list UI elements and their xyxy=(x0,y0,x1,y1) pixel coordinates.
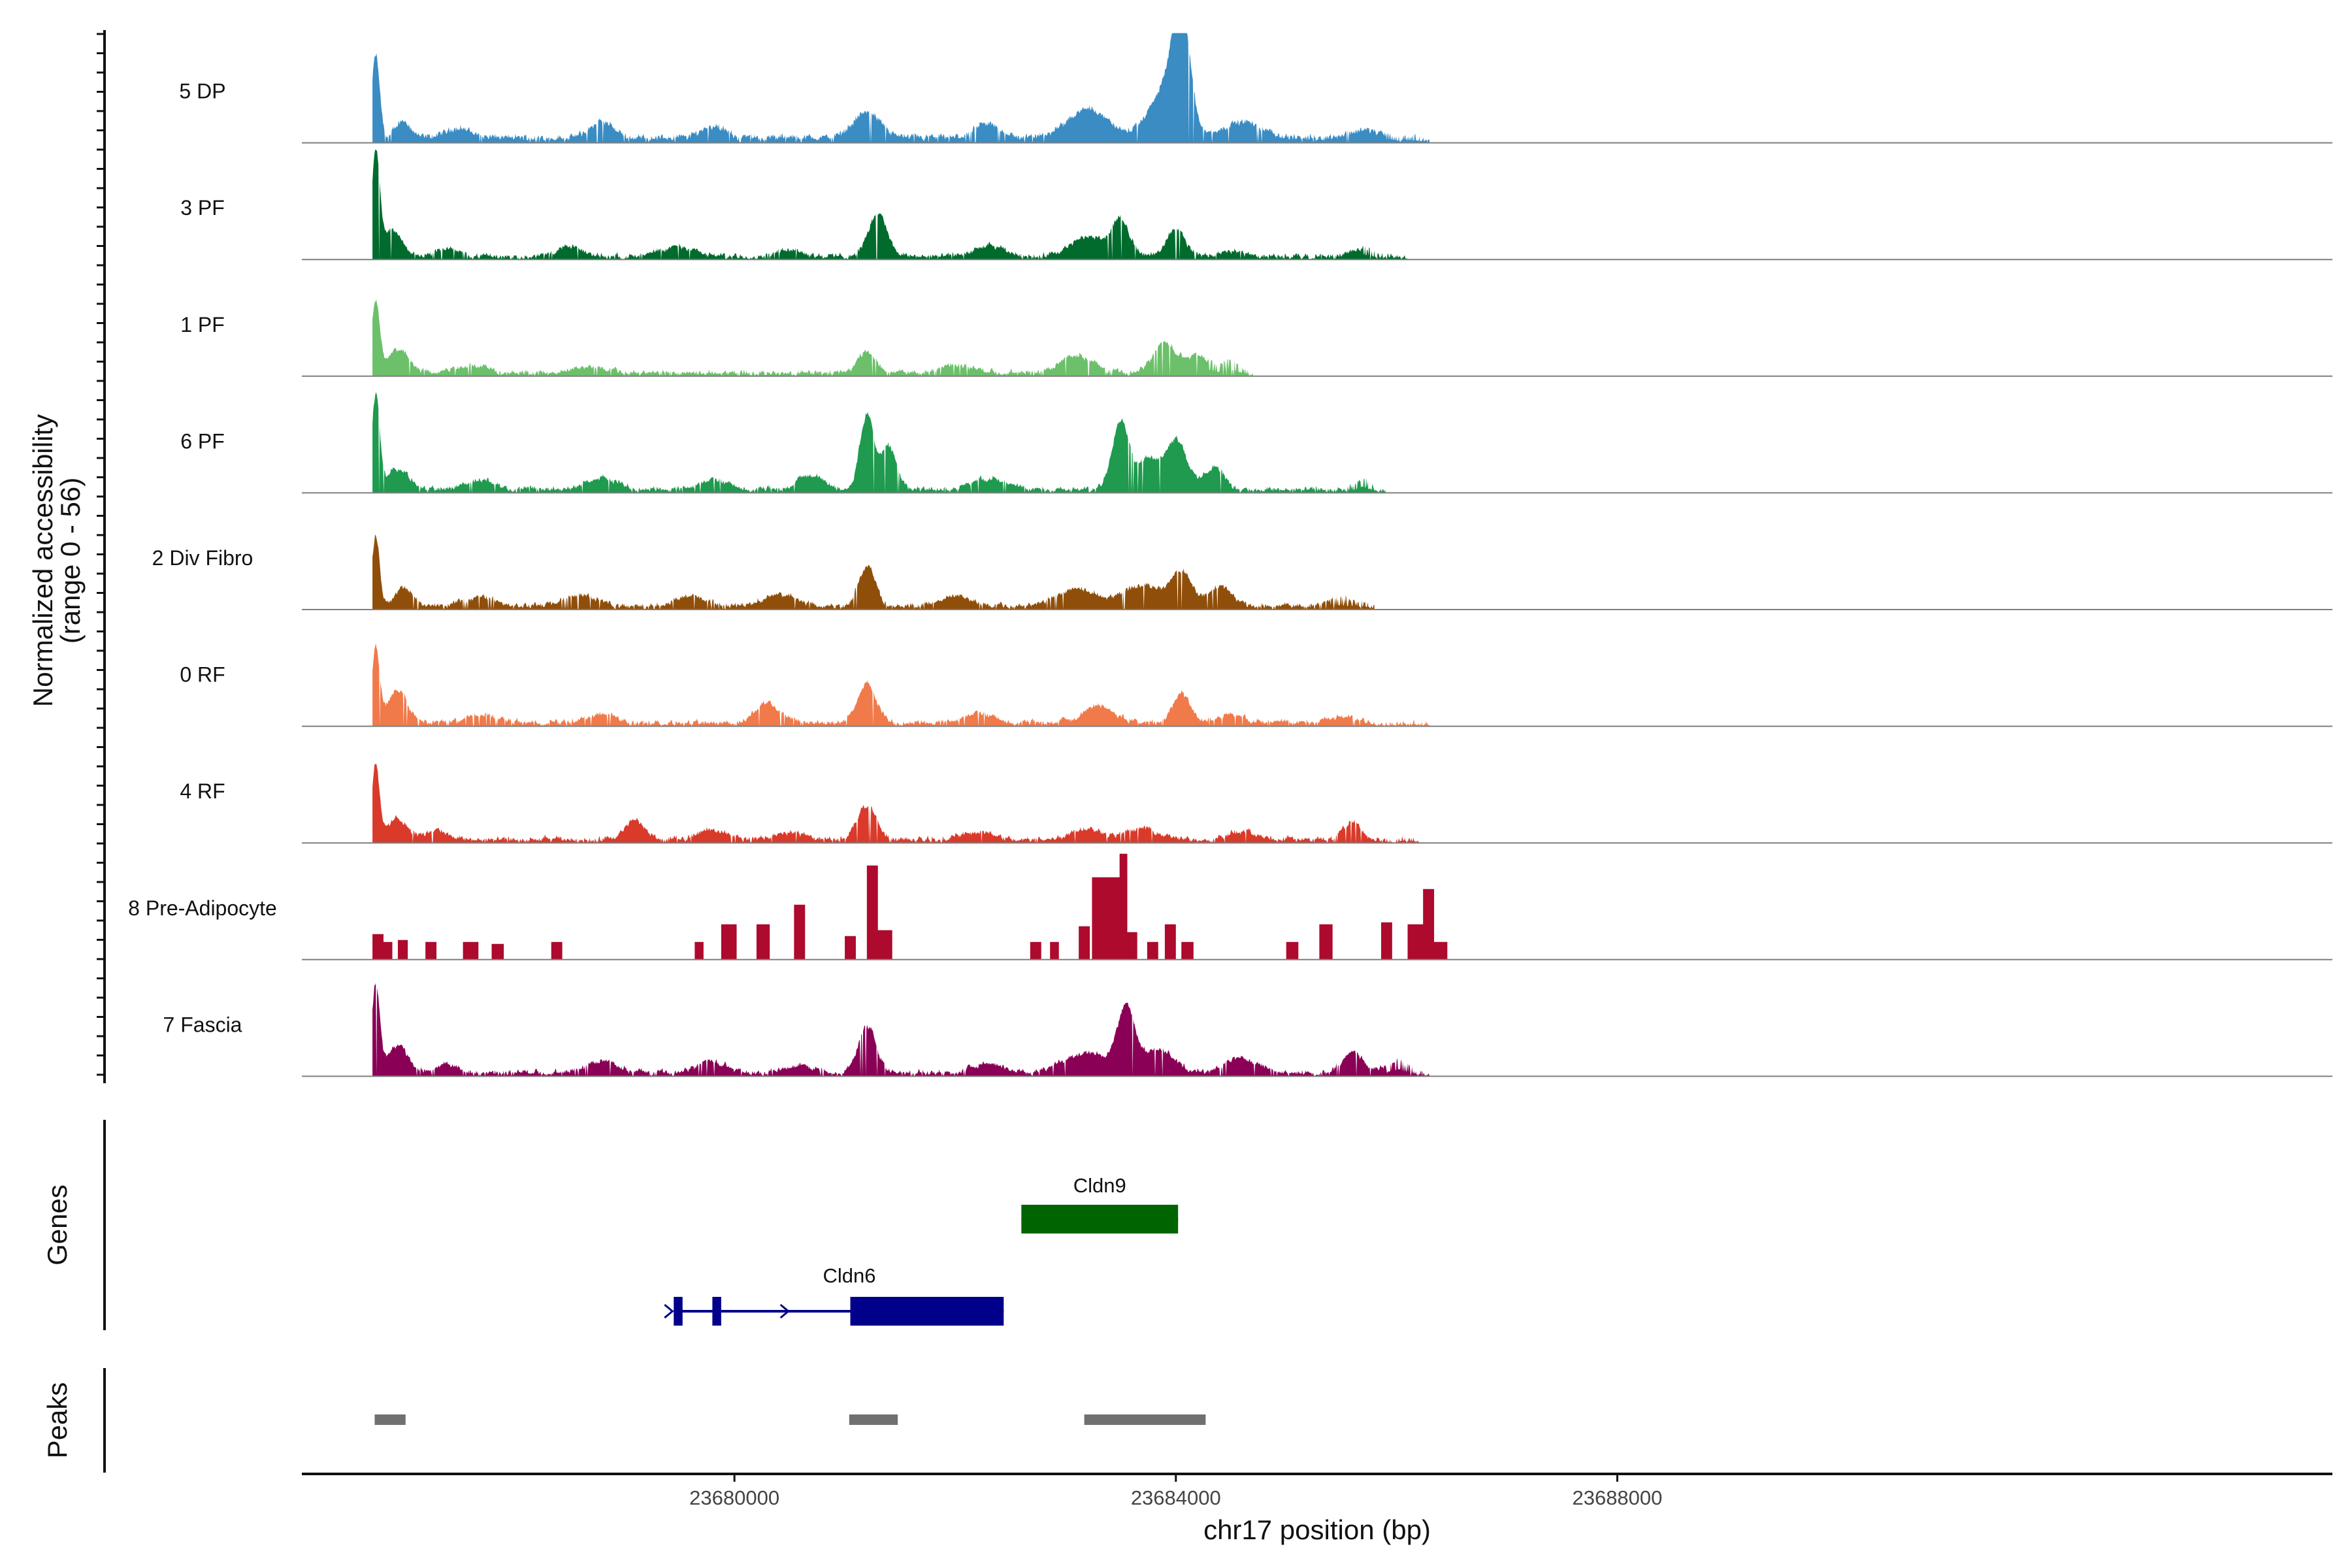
track-label: 3 PF xyxy=(180,196,225,220)
accessibility-y-axis xyxy=(97,30,106,1083)
gene-label: Cldn6 xyxy=(823,1264,876,1287)
track-label: 4 RF xyxy=(180,779,225,803)
track-2-div-fibro: 2 Div Fibro xyxy=(152,534,2332,610)
gene-cldn9: Cldn9 xyxy=(1021,1174,1179,1233)
x-tick-label: 23688000 xyxy=(1572,1486,1662,1509)
peak-region xyxy=(374,1414,406,1425)
coverage-area xyxy=(372,853,1448,960)
genes-panel-label: Genes xyxy=(42,1184,73,1266)
gene-exon xyxy=(1021,1205,1179,1233)
x-tick-label: 23680000 xyxy=(689,1486,779,1509)
track-label: 5 DP xyxy=(179,80,225,103)
track-8-pre-adipocyte: 8 Pre-Adipocyte xyxy=(128,853,2332,960)
y-axis-title-line1: Normalized accessibility xyxy=(27,414,58,707)
peak-region xyxy=(1084,1414,1206,1425)
track-label: 1 PF xyxy=(180,313,225,336)
track-3-pf: 3 PF xyxy=(180,150,2332,261)
y-axis-ticks xyxy=(97,33,105,1076)
coverage-area xyxy=(372,150,1408,260)
coverage-area xyxy=(372,392,1386,493)
x-axis: 23680000 23684000 23688000 chr17 position … xyxy=(302,1473,2332,1545)
x-tick-label: 23684000 xyxy=(1131,1486,1221,1509)
peaks-panel: Peaks xyxy=(42,1368,1206,1473)
coverage-area xyxy=(372,299,1254,376)
coverage-area xyxy=(372,983,1430,1077)
gene-exon xyxy=(850,1297,1004,1326)
gene-exon xyxy=(712,1297,721,1326)
strand-arrow xyxy=(779,1303,791,1319)
coverage-tracks: 5 DP 3 PF 1 PF 6 PF 2 Div Fibro 0 RF 4 RF 8 Pre… xyxy=(128,33,2332,1077)
track-4-rf: 4 RF xyxy=(180,763,2332,844)
track-label: 0 RF xyxy=(180,663,225,687)
track-6-pf: 6 PF xyxy=(180,392,2332,494)
peak-region xyxy=(849,1414,898,1425)
track-0-rf: 0 RF xyxy=(180,643,2332,727)
x-axis-title: chr17 position (bp) xyxy=(1203,1514,1431,1545)
track-1-pf: 1 PF xyxy=(180,299,2332,377)
coverage-area xyxy=(372,534,1375,610)
peaks-panel-label: Peaks xyxy=(42,1382,73,1459)
coverage-area xyxy=(372,763,1419,843)
track-label: 6 PF xyxy=(180,429,225,453)
coverage-area xyxy=(372,33,1430,143)
track-label: 7 Fascia xyxy=(163,1013,242,1036)
coverage-area xyxy=(372,643,1430,727)
track-label: 2 Div Fibro xyxy=(152,546,253,570)
track-5-dp: 5 DP xyxy=(179,33,2332,144)
track-label: 8 Pre-Adipocyte xyxy=(128,896,277,920)
y-axis-title-line2: (range 0 - 56) xyxy=(55,478,86,644)
strand-arrow xyxy=(664,1303,674,1319)
gene-exon xyxy=(674,1297,683,1326)
genes-panel: Genes Cldn9 Cldn6 xyxy=(42,1120,1179,1330)
gene-cldn6: Cldn6 xyxy=(664,1264,1004,1326)
gene-label: Cldn9 xyxy=(1073,1174,1126,1197)
track-7-fascia: 7 Fascia xyxy=(163,983,2332,1077)
